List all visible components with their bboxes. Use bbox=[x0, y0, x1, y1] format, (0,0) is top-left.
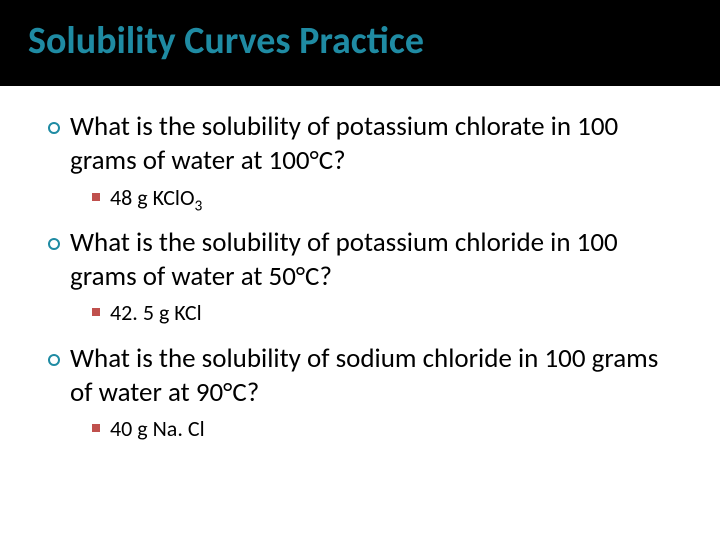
answer-subscript: 3 bbox=[195, 196, 203, 215]
circle-bullet-icon bbox=[48, 122, 60, 134]
square-bullet-icon bbox=[92, 193, 100, 201]
circle-bullet-icon bbox=[48, 354, 60, 366]
slide-content: What is the solubility of potassium chlo… bbox=[0, 86, 720, 448]
question-item: What is the solubility of sodium chlorid… bbox=[36, 342, 684, 410]
answer-text: 42. 5 g KCl bbox=[110, 299, 202, 331]
title-bar: Solubility Curves Practice bbox=[0, 0, 720, 86]
answer-value: 42. 5 g KCl bbox=[110, 299, 202, 326]
square-bullet-icon bbox=[92, 308, 100, 316]
slide-title: Solubility Curves Practice bbox=[28, 18, 424, 64]
question-text: What is the solubility of sodium chlorid… bbox=[70, 342, 684, 410]
answer-text: 48 g KClO3 bbox=[110, 184, 202, 216]
question-text: What is the solubility of potassium chlo… bbox=[70, 226, 684, 294]
answer-text: 40 g Na. Cl bbox=[110, 415, 205, 447]
question-text: What is the solubility of potassium chlo… bbox=[70, 110, 684, 178]
answer-item: 48 g KClO3 bbox=[36, 184, 684, 216]
question-item: What is the solubility of potassium chlo… bbox=[36, 110, 684, 178]
answer-value: 48 g KClO bbox=[110, 184, 195, 211]
square-bullet-icon bbox=[92, 424, 100, 432]
question-item: What is the solubility of potassium chlo… bbox=[36, 226, 684, 294]
answer-item: 40 g Na. Cl bbox=[36, 415, 684, 447]
answer-value: 40 g Na. Cl bbox=[110, 415, 205, 442]
circle-bullet-icon bbox=[48, 238, 60, 250]
answer-item: 42. 5 g KCl bbox=[36, 299, 684, 331]
